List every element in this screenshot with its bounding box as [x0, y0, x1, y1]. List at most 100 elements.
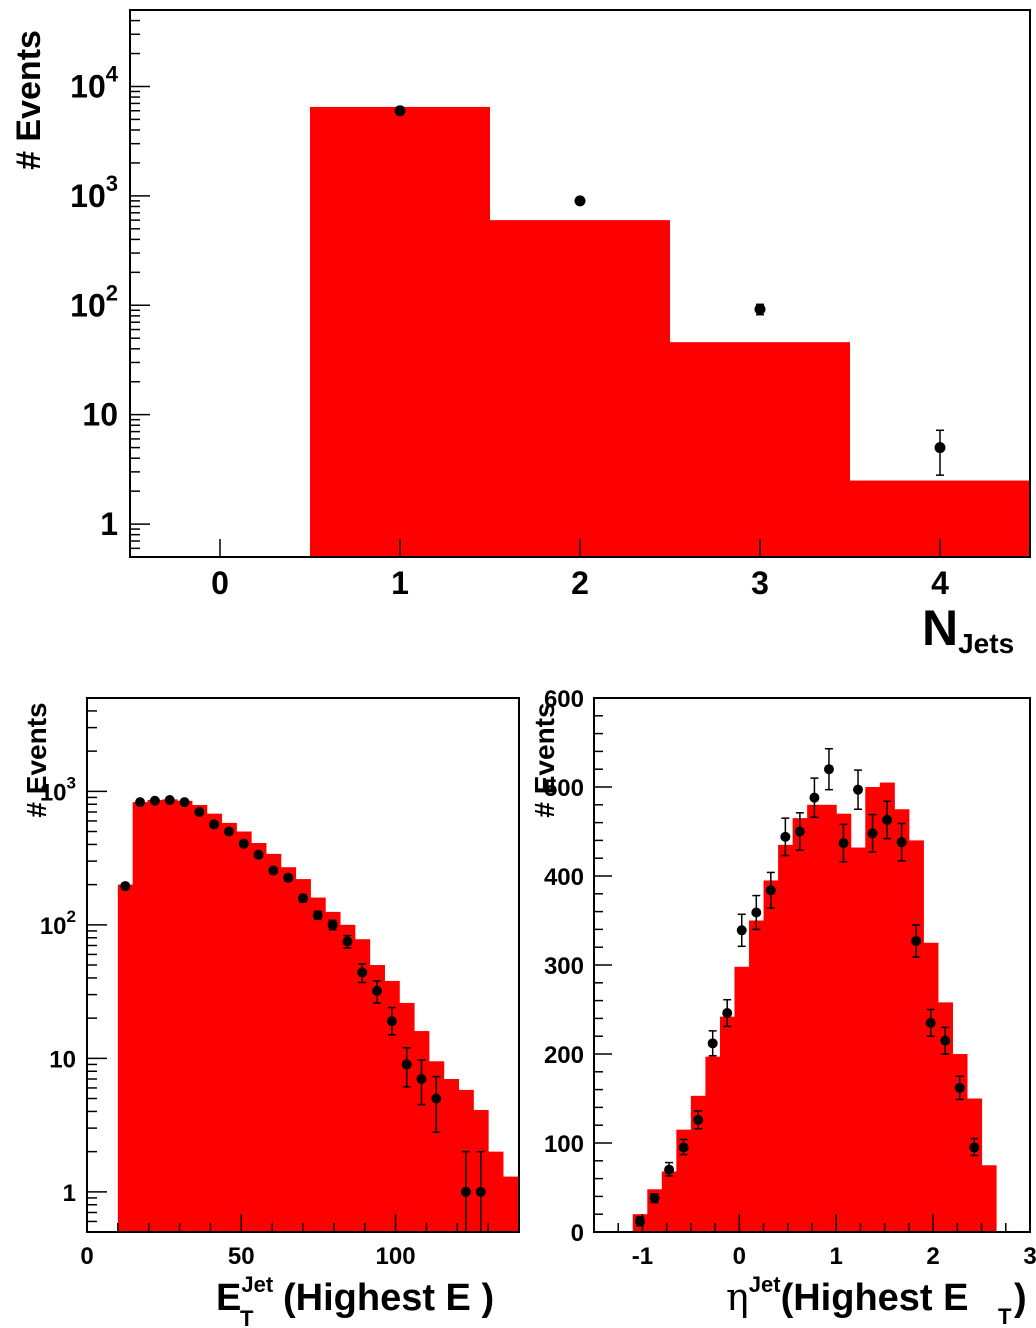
y-tick-label: 10 [82, 397, 118, 433]
x-tick-label: 100 [376, 1243, 416, 1270]
data-point [754, 303, 766, 315]
histogram-bar [354, 939, 371, 1232]
histogram-bar [670, 342, 850, 557]
data-point [194, 806, 205, 817]
data-point [312, 910, 323, 921]
y-tick-label: 10 [49, 1046, 76, 1073]
y-tick-label: 104 [70, 61, 119, 104]
data-point [969, 1142, 980, 1153]
x-tick-label: 2 [571, 565, 589, 601]
y-tick-base: 10 [70, 287, 106, 323]
x-tick-label: 1 [391, 565, 409, 601]
histogram-bar [310, 897, 326, 1232]
histogram-bar [952, 1054, 968, 1232]
x-tick-label: 50 [228, 1243, 255, 1270]
y-tick-label: 1 [100, 506, 118, 542]
data-point [386, 1016, 397, 1027]
data-point [940, 1035, 951, 1046]
data-point [664, 1164, 675, 1175]
histogram-bar [981, 1165, 997, 1232]
histogram-bar [807, 804, 823, 1232]
histogram-bar [191, 804, 208, 1232]
x-axis-label-subscript: T [240, 1306, 254, 1328]
x-axis-label: ηJet(Highest E [726, 1272, 968, 1319]
histogram-bar [147, 800, 163, 1232]
data-point [223, 826, 234, 837]
histogram-bar [488, 1151, 504, 1232]
x-axis-label-main: N [922, 600, 958, 656]
histogram-bar [850, 847, 866, 1232]
y-tick-label: 102 [40, 907, 76, 940]
y-tick-exponent: 4 [106, 61, 119, 86]
histogram-bar [749, 920, 765, 1232]
data-point [882, 814, 893, 825]
x-axis-label-superscript: Jet [241, 1272, 273, 1297]
histogram-bar [690, 1095, 706, 1232]
data-point [934, 442, 946, 454]
data-point [238, 838, 249, 849]
data-point [283, 872, 294, 883]
y-tick-exponent: 3 [106, 171, 118, 196]
x-axis-label-subscript: Jets [958, 628, 1014, 659]
data-point [823, 764, 834, 775]
y-tick-base: 10 [70, 68, 106, 104]
y-tick-base: 10 [49, 1046, 76, 1073]
x-axis-label-main: η [726, 1275, 749, 1319]
histogram-bar [236, 831, 252, 1232]
histogram-bar [443, 1078, 460, 1232]
data-point [298, 893, 308, 904]
data-point [649, 1193, 660, 1204]
x-axis-label: EJet [216, 1272, 274, 1319]
histogram-bar [763, 880, 779, 1232]
data-point [164, 795, 175, 806]
data-point [253, 849, 264, 860]
jet-eta-plot: -1 0 1 2 3 0 100 200 300 400 500 600# Events ηJet(Hi… [529, 686, 1036, 1328]
histogram-bar [162, 799, 178, 1232]
y-axis-label: # Events [21, 702, 52, 817]
histogram-bar [206, 813, 223, 1232]
histogram-bar [295, 879, 311, 1232]
y-tick-label: 103 [70, 171, 118, 214]
x-tick-label: 0 [211, 565, 229, 601]
y-tick-label: 100 [544, 1131, 584, 1158]
y-tick-exponent: 2 [106, 280, 118, 305]
y-tick-label: 600 [544, 686, 584, 713]
histogram-bar [340, 924, 356, 1232]
data-point [925, 1017, 936, 1028]
histogram-bar [836, 813, 852, 1232]
y-tick-label: 0 [571, 1220, 584, 1247]
x-axis-label-rest: (Highest E [781, 1277, 969, 1319]
histogram-bar [821, 804, 837, 1232]
histogram-bar [502, 1176, 519, 1232]
histogram-bar [792, 818, 808, 1232]
x-tick-label: 3 [751, 565, 769, 601]
data-point [911, 935, 922, 946]
data-point [394, 105, 406, 117]
data-point [765, 885, 776, 896]
data-point [179, 797, 190, 808]
data-point [867, 828, 878, 839]
histogram-bar [221, 822, 237, 1232]
y-tick-label: 300 [544, 953, 584, 980]
histogram-bar [177, 800, 193, 1232]
x-tick-label: 3 [1023, 1243, 1036, 1270]
histogram-bar [923, 942, 939, 1232]
histogram-bar [265, 853, 282, 1232]
x-axis-label-end: ) [1014, 1277, 1027, 1319]
histogram-bar [894, 809, 910, 1232]
y-tick-exponent: 2 [67, 907, 76, 926]
data-point [268, 865, 279, 876]
y-axis-label: # Events [529, 702, 560, 817]
x-tick-label: 0 [80, 1243, 93, 1270]
data-point [954, 1082, 965, 1093]
data-point [120, 881, 131, 892]
histogram-bar [734, 966, 750, 1232]
y-tick-base: 10 [82, 397, 118, 433]
y-axis-label: # Events [10, 30, 48, 170]
x-tick-label: -1 [632, 1243, 653, 1270]
x-axis-label-main: E [216, 1277, 241, 1319]
y-tick-base: 10 [70, 178, 106, 214]
